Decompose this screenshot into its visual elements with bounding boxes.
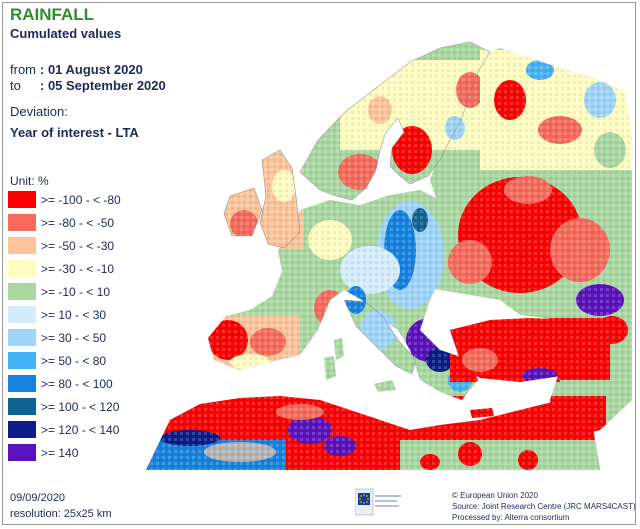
- deviation-value: Year of interest - LTA: [10, 125, 139, 140]
- deviation-label: Deviation:: [10, 104, 68, 119]
- legend-label: >= 140: [41, 446, 79, 460]
- legend-swatch: [8, 283, 36, 300]
- legend-label: >= -100 - < -80: [41, 193, 121, 207]
- legend-label: >= 30 - < 50: [41, 331, 107, 345]
- legend-label: >= 100 - < 120: [41, 400, 120, 414]
- legend-item: >= 100 - < 120: [8, 398, 178, 416]
- issue-date: 09/09/2020: [10, 492, 66, 504]
- legend-unit: Unit: %: [10, 174, 49, 188]
- legend-swatch: [8, 375, 36, 392]
- legend-swatch: [8, 398, 36, 415]
- legend-swatch: [8, 421, 36, 438]
- period-from-label: from: [10, 62, 36, 77]
- legend-label: >= -10 - < 10: [41, 285, 111, 299]
- legend-swatch: [8, 191, 36, 208]
- legend-swatch: [8, 237, 36, 254]
- legend-label: >= 10 - < 30: [41, 308, 107, 322]
- credits: © European Union 2020 Source: Joint Rese…: [452, 490, 636, 523]
- legend-label: >= 50 - < 80: [41, 354, 107, 368]
- legend-item: >= 80 - < 100: [8, 375, 178, 393]
- legend-swatch: [8, 352, 36, 369]
- credit-processed: Processed by: Alterra consortium: [452, 513, 570, 522]
- legend-label: >= 80 - < 100: [41, 377, 113, 391]
- period-from-value: : 01 August 2020: [40, 62, 143, 77]
- map-subtitle: Cumulated values: [10, 26, 122, 41]
- map-title: RAINFALL: [10, 5, 95, 24]
- period-from: from : 01 August 2020: [10, 62, 143, 77]
- legend-item: >= 120 - < 140: [8, 421, 178, 439]
- legend-label: >= -30 - < -10: [41, 262, 115, 276]
- credit-source: Source: Joint Research Centre (JRC MARS4…: [452, 502, 636, 511]
- legend-item: >= 30 - < 50: [8, 329, 178, 347]
- legend-item: >= 10 - < 30: [8, 306, 178, 324]
- legend-item: >= -80 - < -50: [8, 214, 178, 232]
- legend-item: >= 50 - < 80: [8, 352, 178, 370]
- period-to-label: to: [10, 78, 21, 93]
- legend-swatch: [8, 444, 36, 461]
- legend-item: >= -50 - < -30: [8, 237, 178, 255]
- resolution: resolution: 25x25 km: [10, 508, 112, 520]
- legend-swatch: [8, 329, 36, 346]
- legend-item: >= -10 - < 10: [8, 283, 178, 301]
- legend-item: >= -30 - < -10: [8, 260, 178, 278]
- credit-copyright: © European Union 2020: [452, 491, 538, 500]
- legend-item: >= 140: [8, 444, 178, 462]
- period-to: to : 05 September 2020: [10, 78, 166, 93]
- legend-label: >= -80 - < -50: [41, 216, 115, 230]
- legend-swatch: [8, 214, 36, 231]
- legend-item: >= -100 - < -80: [8, 191, 178, 209]
- period-to-value: : 05 September 2020: [40, 78, 166, 93]
- legend-swatch: [8, 260, 36, 277]
- legend-label: >= 120 - < 140: [41, 423, 120, 437]
- legend-swatch: [8, 306, 36, 323]
- european-commission-logo: [355, 488, 401, 516]
- legend-label: >= -50 - < -30: [41, 239, 115, 253]
